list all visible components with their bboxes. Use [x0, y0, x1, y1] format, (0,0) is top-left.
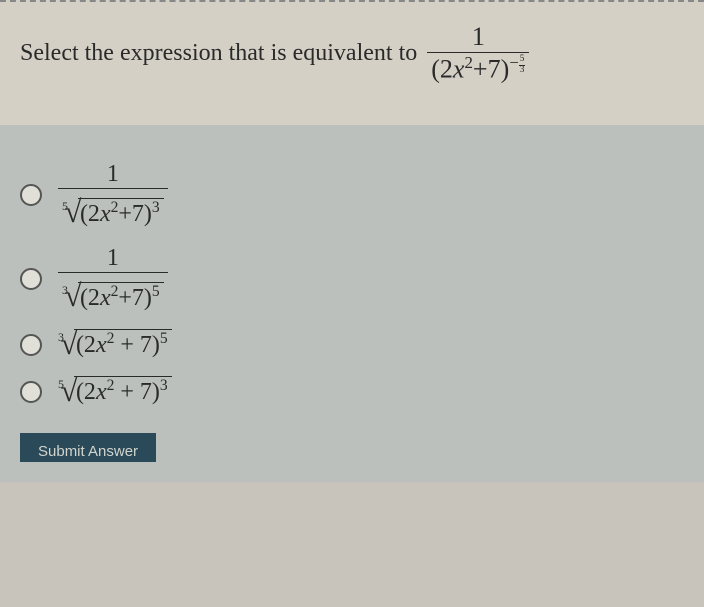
question-expression: 1 (2x2+7)−53	[427, 22, 529, 85]
option-2[interactable]: 1 3 √ (2x2+7)5	[20, 245, 684, 313]
option-4-expression: 5 √ (2x2 + 7)3	[58, 376, 172, 407]
question-text: Select the expression that is equivalent…	[20, 22, 684, 85]
options-area: 1 5 √ (2x2+7)3 1 3	[0, 125, 704, 483]
option-1-expression: 1 5 √ (2x2+7)3	[58, 161, 168, 229]
option-4[interactable]: 5 √ (2x2 + 7)3	[20, 376, 684, 407]
option-1[interactable]: 1 5 √ (2x2+7)3	[20, 161, 684, 229]
question-area: Select the expression that is equivalent…	[0, 0, 704, 125]
radio-icon[interactable]	[20, 184, 42, 206]
radio-icon[interactable]	[20, 334, 42, 356]
radio-icon[interactable]	[20, 268, 42, 290]
option-2-expression: 1 3 √ (2x2+7)5	[58, 245, 168, 313]
expr-denominator: (2x2+7)−53	[427, 52, 529, 85]
expr-numerator: 1	[468, 22, 489, 52]
radio-icon[interactable]	[20, 381, 42, 403]
submit-button[interactable]: Submit Answer	[20, 433, 156, 462]
question-prompt: Select the expression that is equivalent…	[20, 40, 417, 67]
exponent: −53	[509, 53, 525, 72]
option-3[interactable]: 3 √ (2x2 + 7)5	[20, 329, 684, 360]
option-3-expression: 3 √ (2x2 + 7)5	[58, 329, 172, 360]
